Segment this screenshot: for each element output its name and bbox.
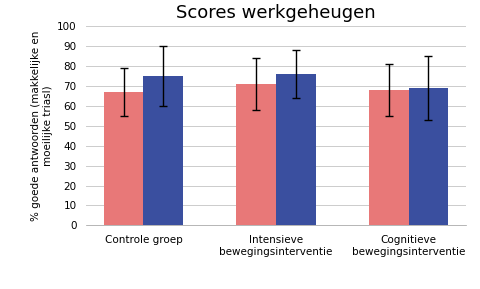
Bar — [408, 88, 448, 225]
Title: Scores werkgeheugen: Scores werkgeheugen — [176, 4, 376, 22]
Y-axis label: % goede antwoorden (makkelijke en
moeilijke triasl): % goede antwoorden (makkelijke en moeili… — [31, 31, 53, 221]
Bar — [144, 76, 183, 225]
Bar — [369, 90, 408, 225]
Bar — [104, 92, 144, 225]
Bar — [276, 74, 316, 225]
Bar — [236, 84, 276, 225]
